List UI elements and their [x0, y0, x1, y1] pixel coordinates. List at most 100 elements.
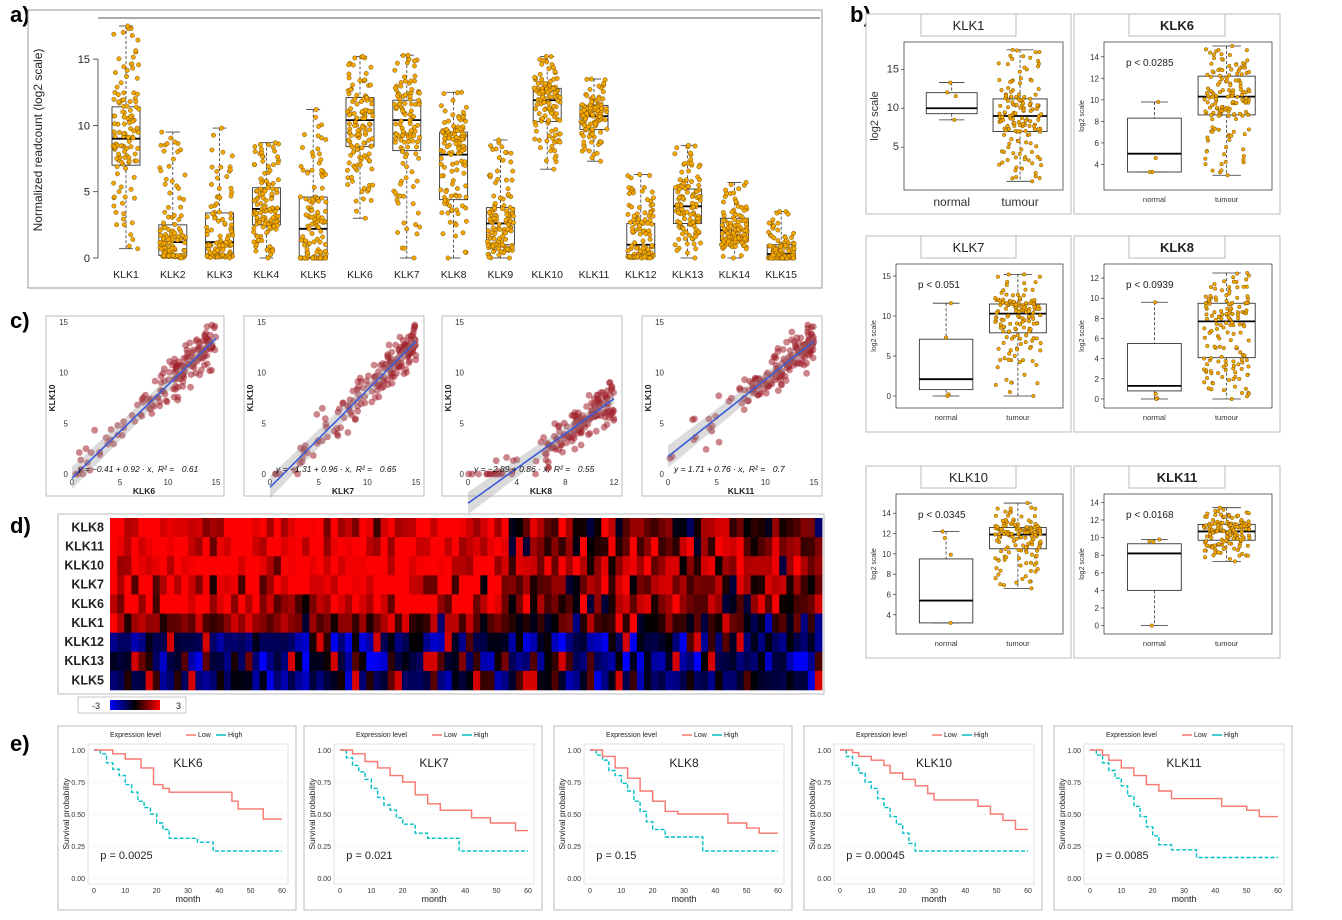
panel-b-tumour-point: [1028, 108, 1033, 113]
panel-a-KLK8-point: [449, 181, 455, 187]
panel-d-cell: [394, 556, 403, 576]
panel-b-tumour-point: [1210, 94, 1215, 99]
panel-a-KLK9-point: [490, 243, 496, 249]
panel-b-tumour-point: [1230, 312, 1235, 317]
panel-d-cell: [466, 651, 474, 672]
panel-b-tumour-point: [1220, 375, 1225, 380]
panel-d-cell: [522, 670, 531, 691]
panel-a-KLK6-point: [351, 111, 357, 116]
panel-b-tumour-point: [1213, 96, 1218, 101]
panel-e-ytick-label: 0.75: [1067, 780, 1081, 787]
panel-a-KLK1-point: [111, 180, 117, 186]
panel-a-KLK12-point: [649, 189, 655, 195]
panel-a-KLK3-point: [228, 228, 234, 234]
panel-b-tumour-point: [1005, 123, 1010, 128]
panel-c-point: [774, 348, 782, 355]
panel-a-KLK10-point: [548, 148, 554, 154]
panel-d-cell: [138, 651, 146, 672]
panel-d-cell: [423, 613, 431, 633]
panel-a-KLK15-point: [767, 243, 773, 249]
panel-d-cell: [231, 518, 239, 538]
panel-b-tumour-point: [1013, 168, 1018, 173]
panel-d-cell: [259, 575, 268, 595]
panel-a-KLK8-point: [441, 91, 447, 97]
panel-b-tumour-point: [1245, 294, 1250, 299]
panel-a-KLK4-point: [275, 154, 280, 160]
panel-a-KLK9-point: [492, 200, 498, 206]
panel-a-KLK3-point: [214, 175, 220, 181]
panel-a-KLK10-point: [551, 104, 556, 109]
panel-b-p-value: p < 0.0345: [918, 510, 966, 521]
panel-a-KLK4-point: [275, 213, 281, 219]
panel-a-KLK10-point: [535, 81, 541, 86]
panel-d-cell: [750, 518, 759, 538]
panel-a-KLK8-point: [463, 194, 469, 200]
panel-a-KLK13-point: [675, 202, 680, 208]
panel-d-cell: [309, 594, 317, 614]
panel-d-cell: [238, 518, 246, 538]
panel-a-KLK9-point: [500, 206, 505, 212]
panel-b-tumour-point: [1213, 286, 1218, 291]
panel-a-KLK6-point: [350, 144, 356, 150]
panel-a-xtick-label: KLK1: [113, 269, 139, 281]
panel-d-cell: [636, 651, 645, 672]
panel-d-cell: [686, 670, 695, 691]
panel-d-cell: [152, 594, 161, 614]
panel-a-KLK4-point: [275, 160, 281, 166]
panel-c-point: [691, 415, 698, 423]
panel-c-xtick-label: 12: [610, 478, 619, 487]
panel-d-cell: [380, 670, 389, 691]
panel-a-KLK2-point: [182, 172, 188, 178]
panel-b-tumour-point: [1227, 73, 1232, 78]
panel-d-cell: [579, 575, 588, 595]
panel-a-KLK11-point: [586, 123, 592, 129]
panel-b-xtick-normal: normal: [1143, 639, 1166, 648]
panel-d-cell: [352, 594, 360, 614]
panel-a-KLK1-point: [111, 31, 117, 37]
panel-d-cell: [494, 594, 502, 614]
panel-e-ytick-label: 0.00: [317, 876, 331, 883]
panel-b-tumour-point: [1219, 76, 1224, 81]
panel-a-KLK15-point: [791, 246, 797, 251]
panel-b-tumour-point: [1010, 176, 1015, 181]
panel-d-cell: [608, 632, 616, 653]
panel-d-cell: [729, 537, 737, 557]
panel-a-KLK13-point: [685, 241, 690, 247]
panel-a-KLK11-point: [598, 139, 604, 145]
panel-d-cell: [736, 594, 745, 614]
panel-a-KLK12-point: [647, 173, 652, 178]
panel-b-tumour-point: [1027, 346, 1032, 351]
panel-a-KLK7-point: [411, 124, 417, 130]
panel-d-cell: [344, 537, 353, 557]
panel-a-KLK2-point: [157, 228, 163, 233]
panel-b-tumour-point: [1230, 94, 1235, 99]
panel-a-KLK11-point: [590, 112, 596, 118]
panel-a-KLK4-point: [263, 197, 269, 203]
panel-a-KLK4-point: [251, 198, 257, 203]
panel-d-cell: [423, 518, 431, 538]
panel-d-cell: [145, 575, 154, 595]
panel-d-cell: [202, 613, 211, 633]
panel-a-KLK5-box: [298, 196, 328, 259]
panel-d-cell: [174, 537, 182, 557]
panel-d-cell: [416, 537, 424, 557]
panel-a-KLK4-point: [272, 208, 278, 214]
panel-b-title-tab: [920, 13, 1017, 37]
panel-d-cell: [644, 613, 652, 633]
panel-a-KLK1-point: [113, 70, 118, 76]
panel-a-KLK8-point: [438, 103, 444, 109]
panel-d-cell: [530, 613, 538, 633]
panel-d-cell: [473, 575, 481, 595]
panel-d-cell: [138, 670, 146, 691]
panel-d-cell: [615, 537, 624, 557]
panel-d-cell: [430, 632, 438, 653]
panel-d-cell: [679, 670, 688, 691]
panel-a-KLK11-point: [597, 114, 603, 119]
panel-d-cell: [409, 518, 417, 538]
panel-c-ylabel: KLK10: [47, 384, 57, 411]
panel-d-cell: [515, 670, 524, 691]
panel-a-KLK8-point: [458, 126, 463, 132]
panel-a-KLK3-point: [218, 164, 224, 170]
panel-d-cell: [722, 556, 730, 576]
